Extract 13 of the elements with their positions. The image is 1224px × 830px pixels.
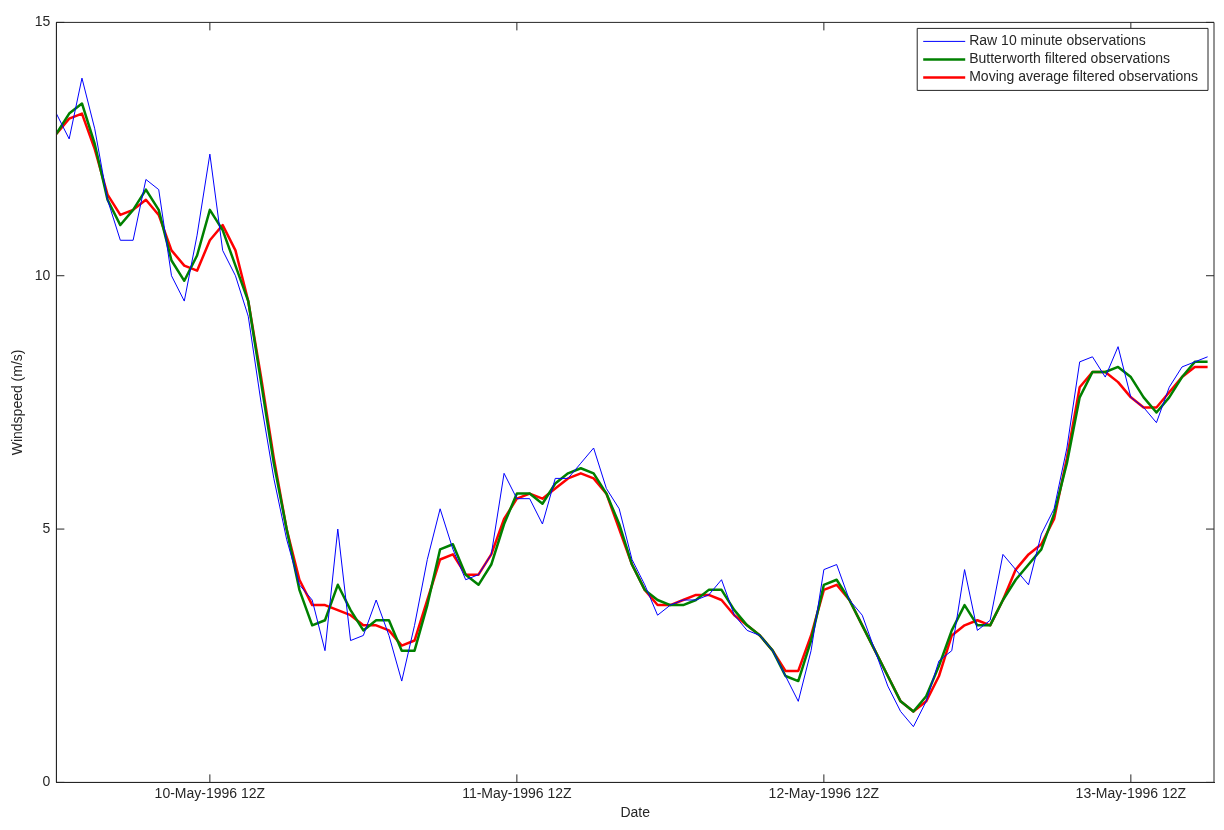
legend-label: Raw 10 minute observations <box>969 32 1146 49</box>
y-tick-label: 0 <box>42 773 51 790</box>
x-tick-label: 10-May-1996 12Z <box>154 784 266 801</box>
legend-label: Moving average filtered observations <box>969 68 1198 85</box>
x-tick-label: 13-May-1996 12Z <box>1075 784 1187 801</box>
y-axis-title: Windspeed (m/s) <box>9 349 26 456</box>
x-tick-label: 11-May-1996 12Z <box>462 784 573 801</box>
y-tick-label: 10 <box>34 266 51 283</box>
y-tick-label: 5 <box>42 519 51 536</box>
x-tick-label: 12-May-1996 12Z <box>768 784 880 801</box>
x-axis-title: Date <box>620 804 651 821</box>
legend-label: Butterworth filtered observations <box>969 50 1170 67</box>
y-tick-label: 15 <box>34 13 51 30</box>
